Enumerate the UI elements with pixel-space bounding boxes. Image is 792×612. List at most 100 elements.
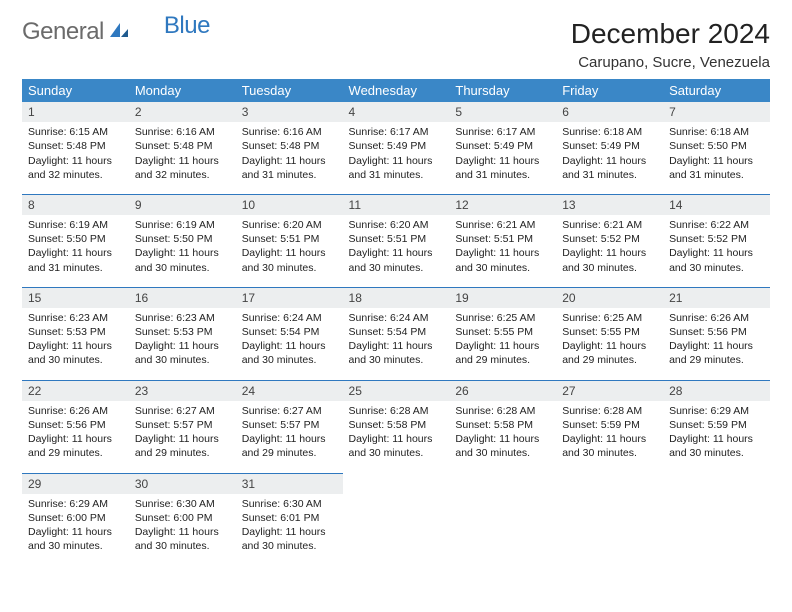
day-number: 26: [449, 380, 556, 401]
day-number: 25: [343, 380, 450, 401]
weekday-header: Wednesday: [343, 79, 450, 102]
daylight-line: Daylight: 11 hours and 30 minutes.: [455, 433, 539, 459]
calendar-day-cell: 9Sunrise: 6:19 AMSunset: 5:50 PMDaylight…: [129, 194, 236, 287]
daylight-line: Daylight: 11 hours and 29 minutes.: [28, 433, 112, 459]
weekday-header: Saturday: [663, 79, 770, 102]
daylight-line: Daylight: 11 hours and 30 minutes.: [349, 247, 433, 273]
sunrise-line: Sunrise: 6:18 AM: [669, 126, 749, 138]
sunrise-line: Sunrise: 6:28 AM: [455, 405, 535, 417]
daylight-line: Daylight: 11 hours and 29 minutes.: [562, 340, 646, 366]
sunset-line: Sunset: 5:51 PM: [242, 233, 320, 245]
sunrise-line: Sunrise: 6:25 AM: [562, 312, 642, 324]
calendar-day-cell: 11Sunrise: 6:20 AMSunset: 5:51 PMDayligh…: [343, 194, 450, 287]
calendar-day-cell: 30Sunrise: 6:30 AMSunset: 6:00 PMDayligh…: [129, 473, 236, 566]
day-number: 3: [236, 102, 343, 122]
calendar-day-cell: 20Sunrise: 6:25 AMSunset: 5:55 PMDayligh…: [556, 287, 663, 380]
day-body: Sunrise: 6:28 AMSunset: 5:58 PMDaylight:…: [343, 401, 450, 473]
daylight-line: Daylight: 11 hours and 29 minutes.: [455, 340, 539, 366]
sail-icon: [108, 18, 130, 46]
calendar-day-cell: 15 Sunrise: 6:23 AM Sunset: 5:53 PM Dayligh…: [22, 287, 129, 380]
daylight-line: Daylight: 11 hours and 30 minutes.: [669, 433, 753, 459]
sunrise-line: Sunrise: 6:21 AM: [455, 219, 535, 231]
calendar-day-cell: 6Sunrise: 6:18 AMSunset: 5:49 PMDaylight…: [556, 102, 663, 194]
sunrise-line: Sunrise: 6:26 AM: [669, 312, 749, 324]
weekday-header: Tuesday: [236, 79, 343, 102]
calendar-week-row: 8Sunrise: 6:19 AMSunset: 5:50 PMDaylight…: [22, 194, 770, 287]
sunrise-line: Sunrise: 6:20 AM: [242, 219, 322, 231]
sunset-line: Sunset: 5:58 PM: [349, 419, 427, 431]
sunset-line: Sunset: 5:55 PM: [562, 326, 640, 338]
day-number: 24: [236, 380, 343, 401]
day-number: 15: [22, 287, 129, 308]
sunset-line: Sunset: 5:53 PM: [28, 326, 106, 338]
day-number: 29: [22, 473, 129, 494]
day-number: 14: [663, 194, 770, 215]
calendar-day-cell: 24Sunrise: 6:27 AMSunset: 5:57 PMDayligh…: [236, 380, 343, 473]
sunset-line: Sunset: 5:57 PM: [135, 419, 213, 431]
day-number: 22: [22, 380, 129, 401]
sunrise-line: Sunrise: 6:29 AM: [669, 405, 749, 417]
sunrise-line: Sunrise: 6:21 AM: [562, 219, 642, 231]
sunrise-line: Sunrise: 6:29 AM: [28, 498, 108, 510]
day-body: Sunrise: 6:15 AMSunset: 5:48 PMDaylight:…: [22, 122, 129, 194]
calendar-day-cell: 4Sunrise: 6:17 AMSunset: 5:49 PMDaylight…: [343, 102, 450, 194]
day-number: 31: [236, 473, 343, 494]
day-body: Sunrise: 6:16 AMSunset: 5:48 PMDaylight:…: [129, 122, 236, 194]
sunrise-line: Sunrise: 6:19 AM: [135, 219, 215, 231]
calendar-day-cell: [449, 473, 556, 566]
month-title: December 2024: [571, 18, 770, 50]
calendar-day-cell: 21 Sunrise: 6:26 AM Sunset: 5:56 PM Dayligh…: [663, 287, 770, 380]
daylight-line: Daylight: 11 hours and 29 minutes.: [242, 433, 326, 459]
day-body: Sunrise: 6:27 AMSunset: 5:57 PMDaylight:…: [129, 401, 236, 473]
calendar-day-cell: 22Sunrise: 6:26 AMSunset: 5:56 PMDayligh…: [22, 380, 129, 473]
weekday-header: Friday: [556, 79, 663, 102]
calendar-day-cell: 12Sunrise: 6:21 AMSunset: 5:51 PMDayligh…: [449, 194, 556, 287]
sunrise-line: Sunrise: 6:27 AM: [135, 405, 215, 417]
day-body: Sunrise: 6:27 AMSunset: 5:57 PMDaylight:…: [236, 401, 343, 473]
daylight-line: Daylight: 11 hours and 31 minutes.: [669, 155, 753, 181]
calendar-day-cell: 26 Sunrise: 6:28 AM Sunset: 5:58 PM Dayligh…: [449, 380, 556, 473]
daylight-line: Daylight: 11 hours and 31 minutes.: [455, 155, 539, 181]
sunrise-line: Sunrise: 6:27 AM: [242, 405, 322, 417]
day-body: Sunrise: 6:19 AMSunset: 5:50 PMDaylight:…: [22, 215, 129, 287]
calendar-day-cell: [663, 473, 770, 566]
day-number: 1: [22, 102, 129, 122]
sunset-line: Sunset: 5:58 PM: [455, 419, 533, 431]
sunset-line: Sunset: 5:59 PM: [562, 419, 640, 431]
day-number: 21: [663, 287, 770, 308]
day-body: Sunrise: 6:18 AMSunset: 5:49 PMDaylight:…: [556, 122, 663, 194]
day-body: Sunrise: 6:23 AM Sunset: 5:53 PM Daylight:…: [22, 308, 129, 380]
daylight-line: Daylight: 11 hours and 30 minutes.: [135, 340, 219, 366]
day-body: Sunrise: 6:16 AMSunset: 5:48 PMDaylight:…: [236, 122, 343, 194]
day-body: Sunrise: 6:24 AMSunset: 5:54 PMDaylight:…: [236, 308, 343, 380]
sunrise-line: Sunrise: 6:30 AM: [135, 498, 215, 510]
calendar-day-cell: [343, 473, 450, 566]
day-body: Sunrise: 6:20 AMSunset: 5:51 PMDaylight:…: [343, 215, 450, 287]
daylight-line: Daylight: 11 hours and 30 minutes.: [28, 340, 112, 366]
logo-text-blue: Blue: [164, 12, 210, 40]
calendar-day-cell: 28Sunrise: 6:29 AMSunset: 5:59 PMDayligh…: [663, 380, 770, 473]
day-number: 23: [129, 380, 236, 401]
calendar-week-row: 15 Sunrise: 6:23 AM Sunset: 5:53 PM Dayligh…: [22, 287, 770, 380]
sunset-line: Sunset: 5:56 PM: [669, 326, 747, 338]
day-number: 30: [129, 473, 236, 494]
sunrise-line: Sunrise: 6:25 AM: [455, 312, 535, 324]
calendar-day-cell: 2Sunrise: 6:16 AMSunset: 5:48 PMDaylight…: [129, 102, 236, 194]
calendar-day-cell: 31Sunrise: 6:30 AMSunset: 6:01 PMDayligh…: [236, 473, 343, 566]
sunset-line: Sunset: 5:50 PM: [135, 233, 213, 245]
day-body: Sunrise: 6:30 AMSunset: 6:01 PMDaylight:…: [236, 494, 343, 566]
sunrise-line: Sunrise: 6:30 AM: [242, 498, 322, 510]
calendar-day-cell: 19Sunrise: 6:25 AMSunset: 5:55 PMDayligh…: [449, 287, 556, 380]
sunrise-line: Sunrise: 6:28 AM: [562, 405, 642, 417]
daylight-line: Daylight: 11 hours and 31 minutes.: [562, 155, 646, 181]
sunrise-line: Sunrise: 6:23 AM: [28, 312, 108, 324]
calendar-day-cell: 14Sunrise: 6:22 AMSunset: 5:52 PMDayligh…: [663, 194, 770, 287]
sunset-line: Sunset: 5:59 PM: [669, 419, 747, 431]
daylight-line: Daylight: 11 hours and 29 minutes.: [669, 340, 753, 366]
sunrise-line: Sunrise: 6:16 AM: [242, 126, 322, 138]
calendar-day-cell: 17Sunrise: 6:24 AMSunset: 5:54 PMDayligh…: [236, 287, 343, 380]
calendar-day-cell: 23Sunrise: 6:27 AMSunset: 5:57 PMDayligh…: [129, 380, 236, 473]
sunset-line: Sunset: 5:50 PM: [28, 233, 106, 245]
sunset-line: Sunset: 5:56 PM: [28, 419, 106, 431]
calendar-day-cell: [556, 473, 663, 566]
